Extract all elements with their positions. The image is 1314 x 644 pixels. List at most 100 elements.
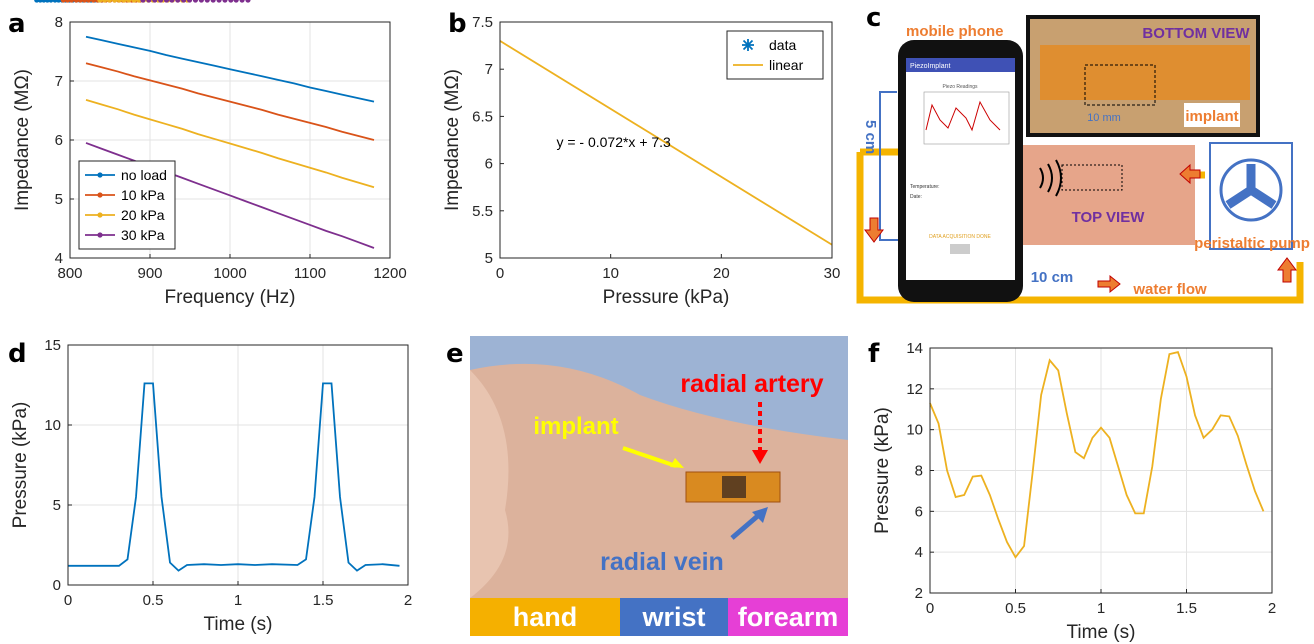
y-tick-label: 8	[55, 14, 63, 31]
label: DATA ACQUISITION DONE	[929, 234, 991, 240]
y-tick-label: 0	[53, 577, 61, 594]
label: 10 mm	[1087, 112, 1121, 124]
marker	[234, 0, 239, 3]
x-tick-label: 1.5	[1176, 600, 1197, 617]
marker	[245, 0, 250, 3]
x-tick-label: 0	[496, 265, 504, 282]
region-label: wrist	[641, 602, 705, 632]
x-tick-label: 1100	[294, 265, 326, 282]
marker	[222, 0, 227, 3]
y-tick-label: 5.5	[472, 203, 493, 220]
legend-swatch	[97, 172, 102, 177]
x-axis-label: Time (s)	[204, 614, 273, 635]
x-axis-label: Time (s)	[1067, 622, 1136, 643]
label: implant	[533, 413, 618, 440]
legend-label: 20 kPa	[121, 207, 165, 223]
y-tick-label: 14	[906, 340, 923, 357]
marker	[239, 0, 244, 3]
label: BOTTOM VIEW	[1142, 25, 1250, 42]
x-tick-label: 2	[404, 592, 412, 609]
panel-label: d	[8, 339, 27, 369]
y-tick-label: 6	[485, 156, 493, 173]
y-tick-label: 6.5	[472, 108, 493, 125]
x-tick-label: 1200	[373, 265, 406, 282]
y-tick-label: 15	[44, 337, 61, 354]
legend-swatch	[97, 232, 102, 237]
y-tick-label: 7	[485, 61, 493, 78]
x-tick-label: 1	[1097, 600, 1105, 617]
marker	[199, 0, 204, 3]
marker	[211, 0, 216, 3]
label: implant	[1185, 108, 1238, 125]
y-axis-label: Impedance (MΩ)	[12, 69, 33, 211]
y-tick-label: 10	[906, 422, 923, 439]
label: mobile phone	[906, 23, 1004, 40]
label: Piezo Readings	[942, 84, 978, 90]
x-tick-label: 0	[64, 592, 72, 609]
x-tick-label: 2	[1268, 600, 1276, 617]
panel-label: c	[866, 3, 881, 33]
legend-label: data	[769, 37, 796, 53]
top-view-photo	[1015, 145, 1195, 245]
label: TOP VIEW	[1072, 209, 1146, 226]
x-tick-label: 30	[824, 265, 841, 282]
legend-label: 30 kPa	[121, 227, 165, 243]
label: radial vein	[600, 548, 724, 576]
button	[950, 244, 970, 254]
legend-label: linear	[769, 57, 804, 73]
x-axis-label: Pressure (kPa)	[603, 287, 730, 308]
label: peristaltic pump	[1194, 235, 1310, 252]
marker	[205, 0, 210, 3]
legend-swatch	[742, 39, 754, 51]
x-tick-label: 10	[602, 265, 619, 282]
x-tick-label: 800	[57, 265, 82, 282]
tape	[1040, 45, 1250, 100]
legend-swatch	[97, 212, 102, 217]
y-tick-label: 2	[915, 585, 923, 602]
y-tick-label: 6	[55, 132, 63, 149]
legend-label: no load	[121, 167, 167, 183]
marker	[175, 0, 180, 3]
y-tick-label: 6	[915, 503, 923, 520]
legend-label: 10 kPa	[121, 187, 165, 203]
x-tick-label: 1000	[213, 265, 246, 282]
x-axis-label: Frequency (Hz)	[165, 287, 296, 308]
y-axis-label: Pressure (kPa)	[872, 407, 893, 534]
region-label: hand	[513, 602, 578, 632]
x-tick-label: 0.5	[143, 592, 164, 609]
label: Temperature:	[910, 184, 939, 190]
legend-swatch	[97, 192, 102, 197]
y-tick-label: 7.5	[472, 14, 493, 31]
y-tick-label: 5	[485, 250, 493, 267]
label: PiezoImplant	[910, 63, 951, 70]
x-tick-label: 1.5	[313, 592, 334, 609]
photo-e: radial artery implant radial vein hand w…	[470, 336, 848, 636]
label: water flow	[1132, 281, 1207, 298]
figure: a b c d e f TOP VIEW BOTTOM VIEW implant…	[0, 0, 1314, 644]
panel-label: b	[448, 9, 467, 39]
y-axis-label: Pressure (kPa)	[10, 402, 31, 529]
annotation: y = - 0.072*x + 7.3	[556, 134, 671, 150]
marker	[112, 0, 117, 3]
y-axis-label: Impedance (MΩ)	[442, 69, 463, 211]
implant-core	[722, 476, 746, 498]
marker	[216, 0, 221, 3]
panel-label: f	[868, 339, 880, 369]
x-tick-label: 1	[234, 592, 242, 609]
y-tick-label: 12	[906, 381, 923, 398]
label: 5 cm	[862, 120, 879, 154]
x-tick-label: 0	[926, 600, 934, 617]
x-tick-label: 20	[713, 265, 730, 282]
panel-label: a	[8, 9, 26, 39]
y-tick-label: 5	[55, 191, 63, 208]
label: Date:	[910, 194, 922, 200]
y-tick-label: 4	[915, 544, 923, 561]
y-tick-label: 8	[915, 463, 923, 480]
marker	[228, 0, 233, 3]
label: radial artery	[680, 370, 823, 398]
x-tick-label: 0.5	[1005, 600, 1026, 617]
x-tick-label: 900	[137, 265, 162, 282]
label: 10 cm	[1031, 269, 1074, 286]
region-label: forearm	[738, 602, 839, 632]
panel-label: e	[446, 339, 464, 369]
